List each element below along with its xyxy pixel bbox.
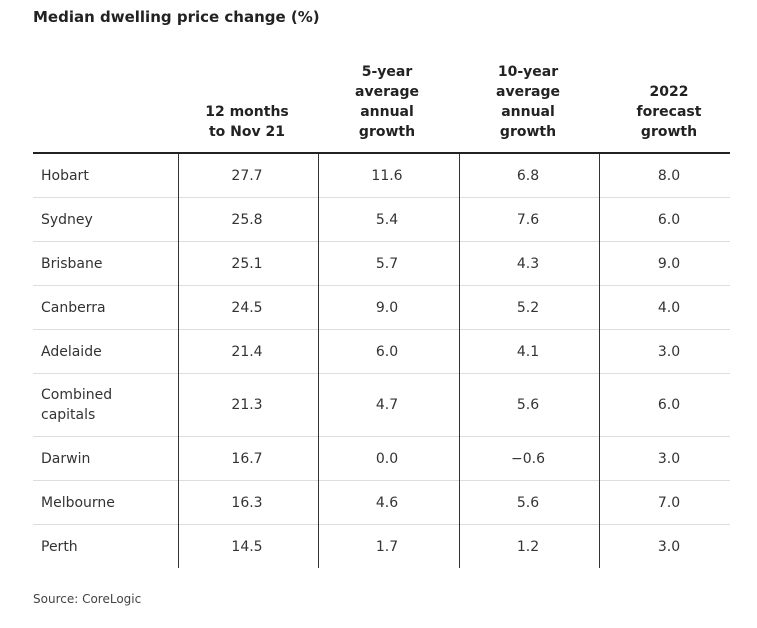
row-label: Brisbane <box>41 255 103 272</box>
table-cell: 21.3 <box>231 397 263 413</box>
table-cell: 3.0 <box>657 343 681 360</box>
table-cell: 21.4 <box>231 343 263 360</box>
table-cell: 6.0 <box>657 397 681 413</box>
table-cell: 3.0 <box>657 538 681 555</box>
table-cell: 9.0 <box>375 299 399 316</box>
table-cell: 9.0 <box>657 255 681 272</box>
table-cell: 5.6 <box>516 397 540 413</box>
row-label: Perth <box>41 538 78 555</box>
data-table: 12 months to Nov 21 5-year average annual… <box>33 54 730 568</box>
row-label: Canberra <box>41 299 106 316</box>
table-cell: 3.0 <box>657 450 681 467</box>
column-divider-2 <box>318 154 319 568</box>
table-row: Perth 14.5 1.7 1.2 3.0 <box>33 525 730 568</box>
table-cell: 25.8 <box>231 211 263 228</box>
table-header: 12 months to Nov 21 5-year average annual… <box>33 54 730 154</box>
column-header-3: 10-year average annual growth <box>496 64 560 140</box>
table-cell: 5.4 <box>375 211 399 228</box>
table-cell: 4.3 <box>516 255 540 272</box>
column-divider-3 <box>459 154 460 568</box>
table-cell: 14.5 <box>231 538 263 555</box>
row-label: Adelaide <box>41 343 102 360</box>
table-body: Hobart 27.7 11.6 6.8 8.0 Sydney 25.8 5.4 7.6 6.0 B… <box>33 154 730 568</box>
column-divider-1 <box>178 154 179 568</box>
table-cell: 6.0 <box>375 343 399 360</box>
table-row: Melbourne 16.3 4.6 5.6 7.0 <box>33 481 730 525</box>
source-note: Source: CoreLogic <box>33 592 142 606</box>
table-cell: 4.0 <box>657 299 681 316</box>
table-cell: 4.6 <box>375 494 399 511</box>
table-cell: 6.8 <box>516 167 540 184</box>
table-cell: 7.0 <box>657 494 681 511</box>
table-cell: 6.0 <box>657 211 681 228</box>
table-cell: 0.0 <box>375 450 399 467</box>
table-cell: 11.6 <box>371 167 403 184</box>
table-cell: 4.1 <box>516 343 540 360</box>
table-cell: 1.7 <box>375 538 399 555</box>
row-label: Combined capitals <box>41 387 113 423</box>
table-cell: 1.2 <box>516 538 540 555</box>
table-row: Sydney 25.8 5.4 7.6 6.0 <box>33 198 730 242</box>
column-header-1: 12 months to Nov 21 <box>205 104 289 140</box>
table-cell: 27.7 <box>231 167 263 184</box>
column-header-2: 5-year average annual growth <box>355 64 419 140</box>
table-cell: −0.6 <box>511 450 545 467</box>
table-cell: 16.7 <box>231 450 263 467</box>
table-row: Darwin 16.7 0.0 −0.6 3.0 <box>33 437 730 481</box>
row-label: Melbourne <box>41 494 115 511</box>
row-label: Hobart <box>41 167 89 184</box>
table-cell: 4.7 <box>375 397 399 413</box>
table-cell: 8.0 <box>657 167 681 184</box>
column-header-4: 2022 forecast growth <box>636 84 702 140</box>
table-row: Adelaide 21.4 6.0 4.1 3.0 <box>33 330 730 374</box>
table-row: Brisbane 25.1 5.7 4.3 9.0 <box>33 242 730 286</box>
table-cell: 5.2 <box>516 299 540 316</box>
table-cell: 24.5 <box>231 299 263 316</box>
row-label: Sydney <box>41 211 93 228</box>
table-row: Canberra 24.5 9.0 5.2 4.0 <box>33 286 730 330</box>
table-cell: 5.7 <box>375 255 399 272</box>
table-cell: 5.6 <box>516 494 540 511</box>
row-label: Darwin <box>41 450 91 467</box>
table-cell: 16.3 <box>231 494 263 511</box>
table-row: Combined capitals 21.3 4.7 5.6 6.0 <box>33 374 730 437</box>
table-cell: 7.6 <box>516 211 540 228</box>
column-divider-4 <box>599 154 600 568</box>
table-row: Hobart 27.7 11.6 6.8 8.0 <box>33 154 730 198</box>
chart-title: Median dwelling price change (%) <box>33 8 320 26</box>
table-cell: 25.1 <box>231 255 263 272</box>
